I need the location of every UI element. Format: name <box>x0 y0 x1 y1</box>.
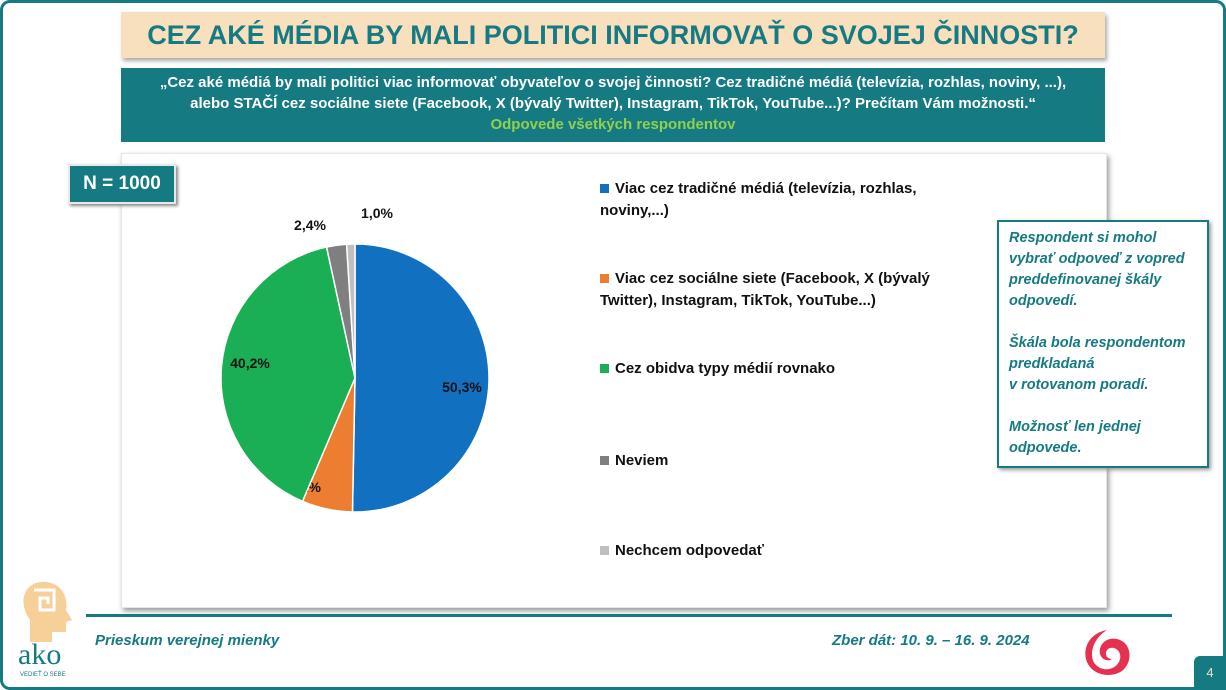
legend-swatch <box>600 364 609 373</box>
legend-label: Viac cez tradičné médiá (televízia, rozh… <box>600 180 917 219</box>
question-subtitle: Odpovede všetkých respondentov <box>490 116 736 133</box>
legend-item: Nechcem odpovedať <box>600 540 960 562</box>
sample-size-badge: N = 1000 <box>68 164 176 204</box>
legend-swatch <box>600 184 609 193</box>
footer-survey-label: Prieskum verejnej mienky <box>95 632 280 649</box>
svg-text:VEDIEŤ O SEBE: VEDIEŤ O SEBE <box>20 670 66 678</box>
spiral-logo-icon <box>1085 630 1130 675</box>
legend-item: Viac cez sociálne siete (Facebook, X (bý… <box>600 268 960 312</box>
pie-slice <box>345 243 356 379</box>
legend-label: Neviem <box>615 452 669 469</box>
legend-swatch <box>600 456 609 465</box>
methodology-note: Respondent si mohol vybrať odpoveď z vop… <box>997 220 1209 468</box>
data-label: 50,3% <box>442 379 482 395</box>
legend-label: Nechcem odpovedať <box>615 542 764 559</box>
footer-date-range: Zber dát: 10. 9. – 16. 9. 2024 <box>832 632 1030 649</box>
pie-slice <box>220 246 356 503</box>
data-label: 2,4% <box>294 217 326 233</box>
question-line-1: „Cez aké médiá by mali politici viac inf… <box>159 74 1067 91</box>
svg-text:ako: ako <box>18 638 61 671</box>
pie-slice <box>351 243 490 513</box>
page-number: 4 <box>1194 656 1226 690</box>
question-box: „Cez aké médiá by mali politici viac inf… <box>121 68 1105 142</box>
legend-item: Viac cez tradičné médiá (televízia, rozh… <box>600 178 960 222</box>
data-label: 1,0% <box>361 205 393 221</box>
legend-swatch <box>600 274 609 283</box>
footer-divider <box>86 614 1172 617</box>
ako-logo: ako VEDIEŤ O SEBE <box>18 581 73 678</box>
question-line-2: alebo STAČÍ cez sociálne siete (Facebook… <box>190 95 1036 112</box>
data-label: 40,2% <box>230 355 270 371</box>
legend-label: Viac cez sociálne siete (Facebook, X (bý… <box>600 270 930 309</box>
legend-item: Neviem <box>600 450 960 472</box>
legend-swatch <box>600 546 609 555</box>
legend-label: Cez obidva typy médií rovnako <box>615 360 836 377</box>
legend-item: Cez obidva typy médií rovnako <box>600 358 960 380</box>
page-title: CEZ AKÉ MÉDIA BY MALI POLITICI INFORMOVA… <box>121 12 1105 58</box>
